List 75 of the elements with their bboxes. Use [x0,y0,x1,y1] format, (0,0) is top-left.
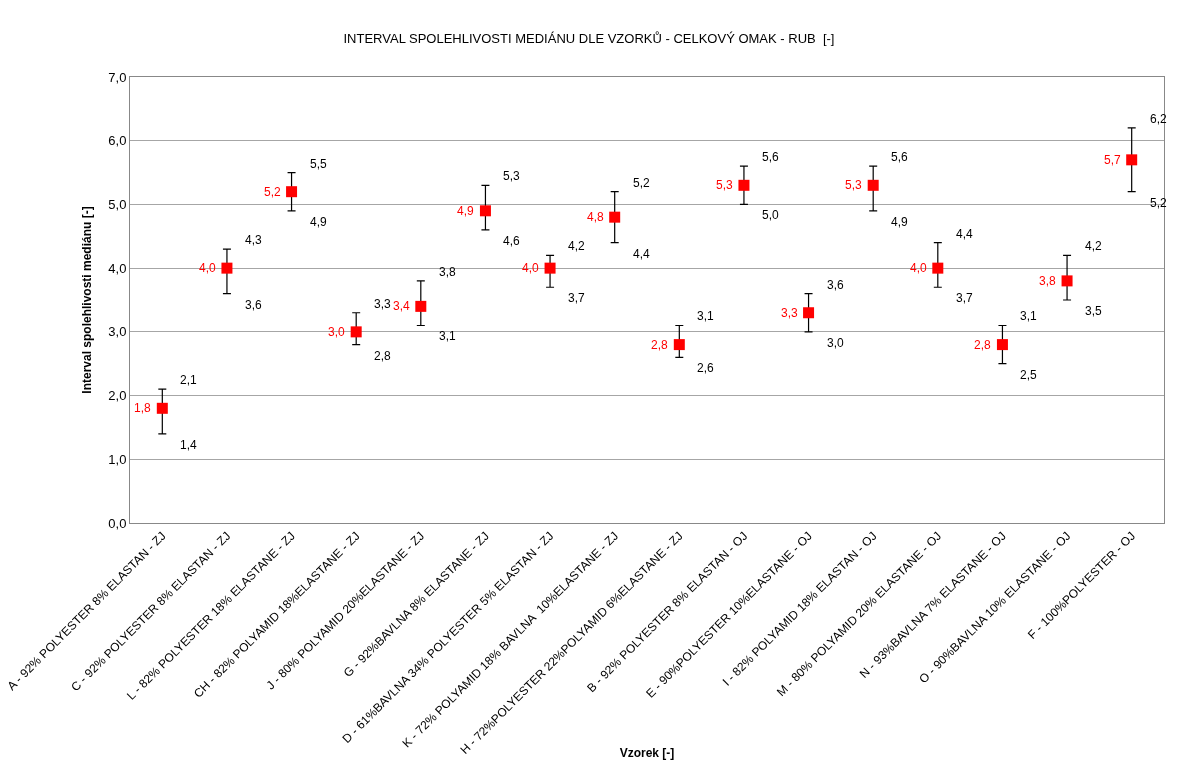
y-tick-label: 1,0 [108,451,127,467]
annotation: 3,7 [568,291,586,305]
annotation: 4,2 [1085,239,1103,253]
annotation: 5,6 [762,150,780,164]
annotation: 3,6 [245,298,263,312]
data-label: 1,8 [134,401,152,415]
y-tick-label: 0,0 [108,515,127,531]
annotation: 6,2 [1150,112,1168,126]
annotation: 5,3 [503,169,521,183]
x-axis-title: Vzorek [-] [619,746,675,760]
annotation: 3,6 [827,278,845,292]
annotation: 4,3 [245,233,263,247]
data-label: 3,3 [781,306,799,320]
annotation: 2,1 [180,373,198,387]
annotation: 3,1 [439,329,457,343]
data-label: 2,8 [651,338,669,352]
data-label: 4,8 [587,210,605,224]
annotation: 3,0 [827,336,845,350]
annotation: 2,6 [697,361,715,375]
y-tick-label: 5,0 [108,196,127,212]
data-label: 5,3 [845,178,863,192]
annotation: 3,8 [439,265,457,279]
annotation: 2,5 [1020,368,1038,382]
point [996,339,1008,351]
annotation: 5,5 [310,157,328,171]
point [803,307,815,319]
annotation: 5,0 [762,208,780,222]
data-label: 4,0 [910,261,928,275]
annotation: 3,1 [697,309,715,323]
annotation: 4,4 [956,227,974,241]
y-tick-label: 4,0 [108,260,127,276]
point [286,186,298,198]
point [609,211,621,223]
point [221,262,233,274]
annotation: 4,4 [633,247,651,261]
point [415,300,427,312]
data-label: 3,8 [1039,274,1057,288]
annotation: 3,3 [374,297,392,311]
chart-title: INTERVAL SPOLEHLIVOSTI MEDIÁNU DLE VZORKŮ - CELKOVÝ OMAK - RUB [-] [343,31,835,47]
data-label: 5,3 [716,178,734,192]
data-label: 4,0 [522,261,540,275]
data-label: 2,8 [974,338,992,352]
annotation: 3,1 [1020,309,1038,323]
point [156,402,168,414]
y-axis-title: Interval spolehlivosti mediánu [-] [79,206,94,394]
annotation: 5,2 [1150,196,1168,210]
y-tick-label: 7,0 [108,69,127,85]
point [867,179,879,191]
annotation: 3,5 [1085,304,1103,318]
annotation: 4,6 [503,234,521,248]
annotation: 2,8 [374,349,392,363]
point [479,205,491,217]
point [932,262,944,274]
data-label: 3,0 [328,325,346,339]
point [1126,154,1138,166]
y-tick-label: 2,0 [108,388,127,404]
data-label: 5,7 [1104,153,1122,167]
data-label: 4,0 [199,261,217,275]
point [673,339,685,351]
annotation: 5,2 [633,176,651,190]
annotation: 4,2 [568,239,586,253]
y-tick-label: 3,0 [108,324,127,340]
point [738,179,750,191]
annotation: 4,9 [891,215,909,229]
data-label: 3,4 [393,299,411,313]
annotation: 5,6 [891,150,909,164]
annotation: 1,4 [180,438,198,452]
data-label: 4,9 [457,204,475,218]
annotation: 4,9 [310,215,328,229]
annotation: 3,7 [956,291,974,305]
point [1061,275,1073,287]
data-label: 5,2 [264,185,282,199]
point [350,326,362,338]
point [544,262,556,274]
y-tick-label: 6,0 [108,133,127,149]
